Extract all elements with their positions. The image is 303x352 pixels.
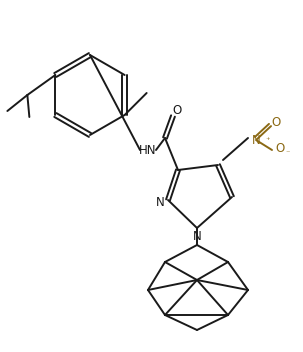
Text: O: O [172,103,181,117]
Text: O: O [275,142,285,155]
Text: N: N [156,195,164,208]
Text: ⁺: ⁺ [266,136,270,145]
Text: N: N [193,230,201,243]
Text: ⁻: ⁻ [286,149,290,157]
Text: N: N [251,133,260,146]
Text: O: O [271,117,281,130]
Text: HN: HN [139,144,157,157]
